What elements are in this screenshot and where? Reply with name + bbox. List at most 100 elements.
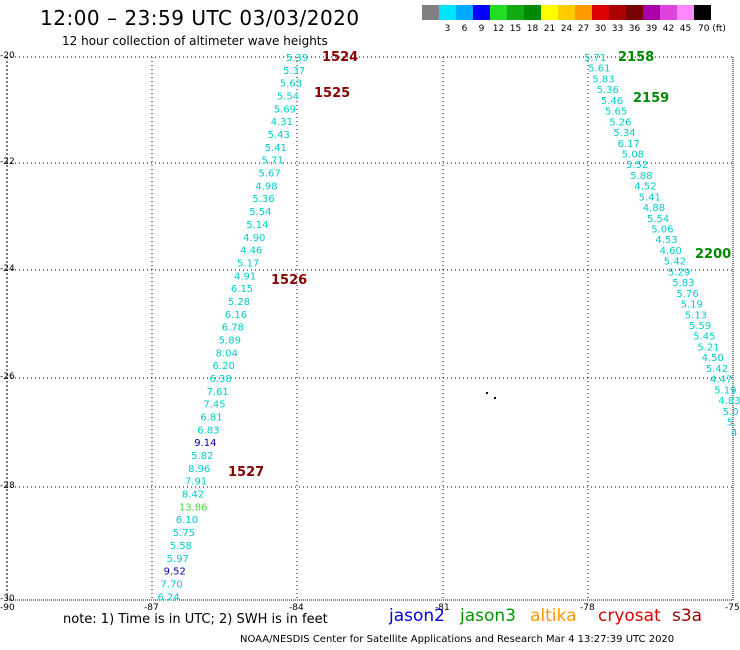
track-b-swh-value: 5.42 (664, 257, 686, 268)
scale-label: 36 (628, 24, 641, 34)
scale-label: 70 (ft) (698, 24, 726, 34)
footer-note: note: 1) Time is in UTC; 2) SWH is in fe… (63, 612, 328, 627)
track-a-swh-value: 5.54 (249, 207, 271, 218)
track-b-swh-value: 5.0 (723, 407, 739, 418)
track-time-labels: 1524 1525 1526 1527 2158 2159 2200 (228, 50, 731, 480)
track-b-swh-value: 4.47 (710, 375, 732, 386)
track-a-swh-value: 4.90 (243, 233, 265, 244)
scale-label: 30 (594, 24, 607, 34)
scale-swatch (490, 5, 507, 20)
wave-height-color-scale: 3 6 9 12 15 18 21 24 27 30 33 36 39 42 45 70 (ft) (422, 5, 732, 39)
track-a-swh-value: 5.37 (283, 66, 305, 77)
longitude-label: -81 (435, 603, 450, 613)
track-b-swh-value: 5.61 (588, 64, 610, 75)
track-b-swh-value: 4.52 (634, 182, 656, 193)
scale-label: 9 (478, 24, 485, 34)
longitude-label: -75 (725, 603, 740, 613)
scale-swatch (541, 5, 558, 20)
track-a-swh-value: 6.10 (176, 515, 198, 526)
track-b-swh-value: 5.08 (622, 149, 644, 160)
track-a-swh-value: 5.58 (170, 541, 192, 552)
scale-label: 39 (645, 24, 658, 34)
track-b-swh-value: 5.46 (601, 96, 623, 107)
scale-swatch (609, 5, 626, 20)
track-a-swh-value: 4.98 (255, 181, 277, 192)
color-scale-swatches (422, 5, 711, 20)
track-a-swh-value: 8.96 (188, 464, 210, 475)
scale-swatch (626, 5, 643, 20)
latitude-label: -30 (0, 594, 15, 604)
track-a-swh-value: 5.39 (286, 53, 308, 64)
scale-label: 33 (611, 24, 624, 34)
scale-swatch (575, 5, 592, 20)
track-a-swh-value: 6.16 (225, 310, 247, 321)
scale-label: 3 (444, 24, 451, 34)
track-b-swh-value: 4.60 (660, 246, 682, 257)
scale-swatch (422, 5, 439, 20)
track-a-swh-value: 8.42 (182, 490, 204, 501)
track-a-swh-value: 5.75 (173, 528, 195, 539)
longitude-label: -84 (289, 603, 304, 613)
map-subtitle: 12 hour collection of altimeter wave hei… (62, 34, 328, 48)
track-a-swh-value: 9.14 (194, 438, 216, 449)
island-mark (494, 397, 496, 399)
track-b-swh-value: 5.71 (584, 53, 606, 64)
scale-label: 18 (526, 24, 539, 34)
scale-swatch (660, 5, 677, 20)
track-a-swh-value: 5.69 (274, 104, 296, 115)
scale-label: 24 (560, 24, 573, 34)
legend-altika: altika (530, 606, 577, 626)
latitude-label: -22 (0, 157, 15, 167)
legend-s3a: s3a (672, 606, 703, 626)
track-a-swh-value: 5.41 (265, 143, 287, 154)
track-a-swh-value: 5.36 (252, 194, 274, 205)
scale-swatch (507, 5, 524, 20)
scale-swatch (592, 5, 609, 20)
track-b-time-label: 2200 (695, 247, 731, 262)
track-b-swh-value: 5.41 (639, 192, 661, 203)
scale-label: 6 (461, 24, 468, 34)
track-b-swh-value: 5.83 (592, 74, 614, 85)
latitude-label: -20 (0, 51, 15, 61)
track-a-swh-value: 7.91 (185, 477, 207, 488)
track-a-time-label: 1524 (322, 50, 358, 65)
track-a-swh-value: 8.04 (216, 348, 238, 359)
track-a-values: 5.395.375.635.545.694.315.435.415.715.67… (157, 53, 308, 603)
track-a-swh-value: 5.28 (228, 297, 250, 308)
track-b-swh-value: 4.88 (643, 203, 665, 214)
track-b-swh-value: 5.13 (685, 310, 707, 321)
track-b-swh-value: 5.59 (689, 321, 711, 332)
track-a-swh-value: 9.52 (164, 567, 186, 578)
scale-label: 21 (543, 24, 556, 34)
scale-swatch (558, 5, 575, 20)
track-a-swh-value: 6.15 (231, 284, 253, 295)
island-mark (486, 392, 488, 394)
color-scale-labels: 3 6 9 12 15 18 21 24 27 30 33 36 39 42 45 70 (ft) (422, 24, 728, 34)
track-a-swh-value: 7.70 (161, 579, 183, 590)
track-b-swh-value: 5.29 (668, 267, 690, 278)
track-a-swh-value: 5.14 (246, 220, 268, 231)
track-a-swh-value: 6.81 (200, 413, 222, 424)
longitude-label: -87 (144, 603, 159, 613)
map-title: 12:00 – 23:59 UTC 03/03/2020 (40, 6, 360, 30)
track-a-swh-value: 4.91 (234, 271, 256, 282)
scale-swatch (524, 5, 541, 20)
footer-credit: NOAA/NESDIS Center for Satellite Applica… (240, 634, 675, 645)
latitude-label: -24 (0, 264, 15, 274)
track-a-swh-value: 5.17 (237, 258, 259, 269)
track-b-swh-value: 4.50 (702, 353, 724, 364)
track-b-swh-value: 5.21 (697, 342, 719, 353)
track-b-swh-value: 5.06 (651, 225, 673, 236)
track-b-swh-value: 5.45 (693, 332, 715, 343)
track-a-swh-value: 7.45 (203, 400, 225, 411)
track-a-swh-value: 4.31 (271, 117, 293, 128)
scale-label: 15 (509, 24, 522, 34)
map-grid (6, 56, 734, 601)
scale-swatch (439, 5, 456, 20)
legend-jason2: jason2 (389, 606, 445, 626)
track-a-time-label: 1526 (271, 273, 307, 288)
track-a-swh-value: 13.86 (179, 502, 208, 513)
map-frame (6, 56, 734, 601)
legend-cryosat: cryosat (598, 606, 661, 626)
